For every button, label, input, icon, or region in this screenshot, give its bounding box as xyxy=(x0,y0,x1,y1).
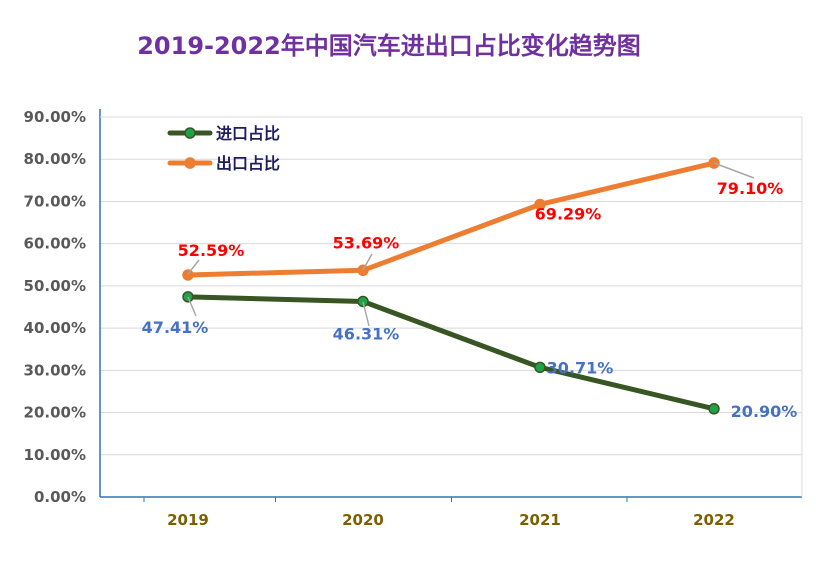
y-tick-label: 90.00% xyxy=(24,108,86,126)
data-point xyxy=(357,295,369,308)
legend-label: 出口占比 xyxy=(216,154,280,173)
data-label: 30.71% xyxy=(547,358,614,377)
x-tick-label: 2021 xyxy=(519,511,561,529)
leader-line xyxy=(713,162,755,179)
data-label: 52.59% xyxy=(178,241,245,260)
y-tick-label: 20.00% xyxy=(24,404,86,422)
y-tick-label: 70.00% xyxy=(24,192,86,210)
data-point xyxy=(708,403,720,415)
series-line-0 xyxy=(185,294,717,412)
x-tick-label: 2020 xyxy=(342,511,384,529)
y-tick-label: 60.00% xyxy=(24,235,86,253)
y-tick-label: 30.00% xyxy=(24,361,86,379)
series-line-1 xyxy=(185,160,717,278)
leader-line xyxy=(187,296,197,317)
legend-swatch-marker xyxy=(184,157,196,169)
data-label: 20.90% xyxy=(731,402,798,421)
y-tick-label: 10.00% xyxy=(24,446,86,464)
y-tick-label: 0.00% xyxy=(34,488,86,506)
y-axis-tick-labels: 0.00% 10.00% 20.00% 30.00% 40.00% 50.00% 60.00… xyxy=(24,108,86,506)
leader-line xyxy=(187,259,200,275)
legend-label: 进口占比 xyxy=(216,124,280,143)
data-label: 46.31% xyxy=(333,324,400,343)
y-tick-label: 40.00% xyxy=(24,319,86,337)
x-axis-tick-labels: 2019 2020 2021 2022 xyxy=(167,511,735,529)
y-tick-label: 80.00% xyxy=(24,150,86,168)
data-label: 79.10% xyxy=(717,179,784,198)
x-tick-label: 2022 xyxy=(693,511,735,529)
leader-line xyxy=(362,253,373,271)
x-tick-label: 2019 xyxy=(167,511,209,529)
data-labels: 47.41% 46.31% 30.71% 20.90% 52.59% 53.69% 69.2… xyxy=(142,162,798,421)
y-tick-label: 50.00% xyxy=(24,277,86,295)
data-label: 69.29% xyxy=(535,204,602,223)
data-point xyxy=(182,269,194,281)
leader-line xyxy=(362,301,370,327)
data-point xyxy=(534,361,546,374)
data-point xyxy=(357,264,369,277)
series-lines xyxy=(182,157,720,415)
data-point xyxy=(182,291,194,303)
data-label: 53.69% xyxy=(333,233,400,252)
axes xyxy=(99,109,803,502)
data-label: 47.41% xyxy=(142,318,209,337)
data-point xyxy=(534,198,546,211)
chart-title: 2019-2022年中国汽车进出口占比变化趋势图 xyxy=(137,32,641,60)
legend-swatch-marker xyxy=(184,127,196,139)
